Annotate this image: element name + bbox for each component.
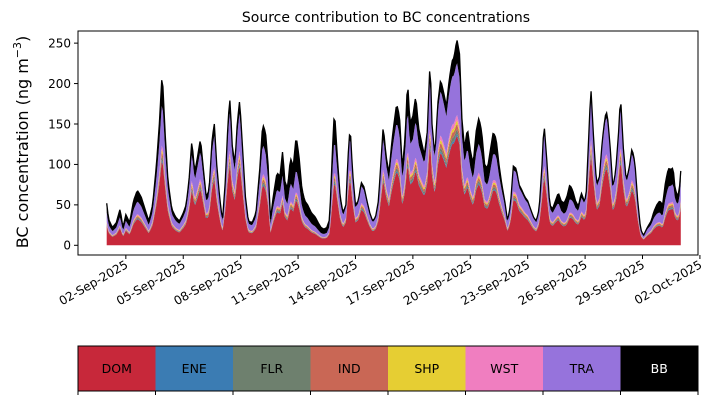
- area-series-bb: [106, 40, 681, 236]
- x-axis: 02-Sep-202505-Sep-202508-Sep-202511-Sep-…: [57, 255, 704, 308]
- area-series-dom: [106, 136, 681, 246]
- legend-swatch-dom: [78, 346, 156, 391]
- y-axis-label: BC concentration (ng m−3): [11, 36, 32, 249]
- chart-title: Source contribution to BC concentrations: [242, 10, 530, 26]
- legend-bar: DOM ENE FLR IND SHP WST TRA BB: [77, 345, 699, 395]
- legend-label-ene: ENE: [182, 361, 207, 376]
- total-outline-line: [106, 40, 682, 237]
- stacked-area-group: [106, 40, 681, 246]
- y-tick-label: 100: [48, 158, 71, 172]
- legend-label-dom: DOM: [102, 361, 132, 376]
- y-tick-label: 200: [48, 77, 71, 91]
- legend-swatch-ene: [155, 346, 234, 391]
- area-series-tra: [106, 63, 681, 239]
- legend-swatch-flr: [233, 346, 311, 391]
- y-axis-label-superscript: −3: [11, 42, 24, 58]
- y-axis-label-main: BC concentration (ng m: [13, 58, 32, 248]
- legend-label-ind: IND: [338, 361, 361, 376]
- y-tick-label: 0: [63, 239, 71, 253]
- y-tick-label: 150: [48, 117, 71, 131]
- legend-swatch-wst: [465, 346, 544, 391]
- y-axis: 0 50 100 150 200 250: [48, 36, 78, 253]
- legend-label-flr: FLR: [260, 361, 283, 376]
- total-outline-group: [106, 40, 682, 237]
- legend-label-tra: TRA: [569, 361, 595, 376]
- y-axis-label-close: ): [13, 36, 32, 42]
- legend-label-shp: SHP: [414, 361, 439, 376]
- legend-label-bb: BB: [651, 361, 668, 376]
- y-tick-label: 250: [48, 36, 71, 50]
- legend-swatch-tra: [543, 346, 621, 391]
- y-tick-label: 50: [56, 198, 71, 212]
- legend-swatch-ind: [310, 346, 389, 391]
- legend-swatch-shp: [388, 346, 466, 391]
- legend-swatch-bb: [620, 346, 699, 391]
- plot-frame: [77, 30, 699, 256]
- legend-label-wst: WST: [490, 361, 518, 376]
